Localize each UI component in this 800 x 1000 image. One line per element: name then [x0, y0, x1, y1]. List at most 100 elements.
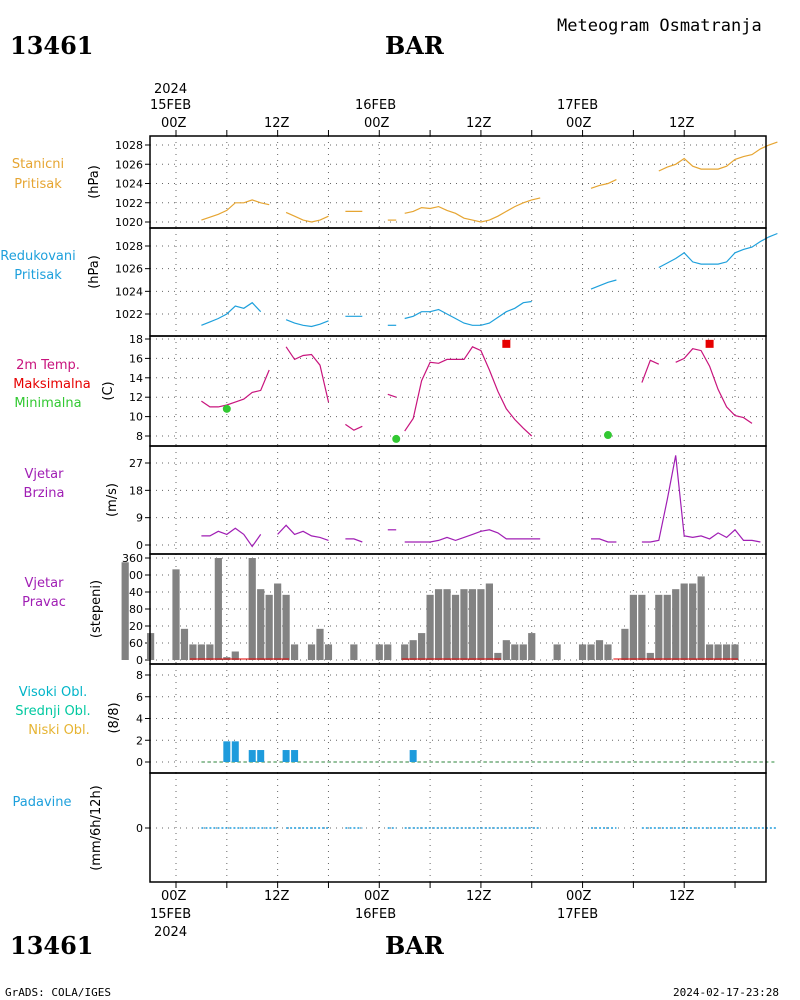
temp-max-marker — [705, 339, 714, 348]
vjetar-pravac-bar — [180, 628, 189, 660]
temperatura-line — [641, 359, 660, 383]
temp-label-1: 2m Temp. — [16, 358, 80, 373]
vjetar-pravac-bar — [248, 558, 256, 660]
redukovani-pritisak-line — [658, 232, 778, 269]
bottom-hour-2: 12Z — [264, 889, 290, 904]
temp-label-3: Minimalna — [14, 396, 81, 411]
vjetar-pravac-bar — [189, 644, 197, 660]
vjetar-pravac-bar — [672, 589, 680, 660]
oblaci-ytick-label: 4 — [136, 713, 143, 726]
oblaci-bar — [231, 741, 239, 762]
vjetar-pravac-bar — [689, 583, 697, 660]
vjetar-pravac-bar — [460, 589, 468, 660]
pravac-label-1: Vjetar — [25, 576, 65, 591]
oblaci-label-1: Visoki Obl. — [19, 685, 87, 700]
pravac-label-2: Pravac — [22, 595, 66, 610]
oblaci-bar — [282, 750, 290, 762]
vjetar-pravac-bar — [206, 644, 214, 660]
vjetar-pravac-bar — [621, 628, 629, 660]
brzina-label-2: Brzina — [24, 486, 65, 501]
redukovani-pritisak-line — [201, 301, 262, 326]
temp-label-2: Maksimalna — [13, 377, 91, 392]
stanicni-pritisak-line — [201, 199, 270, 221]
temp-max-marker — [502, 339, 511, 348]
stanicni-ytick-label: 1022 — [115, 197, 143, 210]
chart-title: Meteogram Osmatranja — [557, 16, 762, 36]
stanicni-pritisak-line — [404, 197, 541, 223]
top-hour-3: 00Z — [364, 116, 390, 131]
stanicni-unit: (hPa) — [87, 165, 102, 199]
padavine-label-1: Padavine — [13, 795, 72, 810]
oblaci-bar — [223, 741, 231, 762]
vjetar-pravac-bar — [587, 644, 595, 660]
vjetar-pravac-bar — [511, 644, 519, 660]
oblaci-ytick-label: 6 — [136, 691, 143, 704]
bottom-year: 2024 — [154, 925, 187, 940]
brzina-ytick-label: 27 — [129, 457, 143, 470]
vjetar-pravac-bar — [214, 558, 222, 660]
vjetar-pravac-bar — [706, 644, 714, 660]
station-id-top: 13461 — [10, 31, 94, 60]
temp-ytick-label: 12 — [129, 391, 143, 404]
vjetar-brzina-line — [277, 524, 329, 541]
vjetar-pravac-bar — [629, 594, 637, 660]
vjetar-pravac-bar — [595, 640, 604, 660]
vjetar-pravac-bar — [722, 644, 731, 660]
stanicni-label-1: Stanicni — [12, 157, 64, 172]
temp-min-marker — [392, 434, 401, 443]
redukovani-pritisak-line — [590, 279, 617, 290]
temperatura-line — [404, 346, 533, 437]
vjetar-pravac-bar — [257, 589, 265, 660]
vjetar-pravac-bar — [316, 628, 324, 660]
brzina-ytick-label: 0 — [136, 539, 143, 552]
station-id-bottom: 13461 — [10, 931, 94, 960]
vjetar-pravac-bar — [274, 583, 282, 660]
oblaci-bar — [409, 750, 417, 762]
oblaci-ytick-label: 2 — [136, 734, 143, 747]
stanicni-pritisak-line — [658, 141, 778, 172]
top-day-3: 17FEB — [557, 98, 598, 113]
pravac-ytick-label: 360 — [122, 552, 143, 565]
vjetar-brzina-line — [201, 527, 262, 548]
vjetar-pravac-bar — [324, 644, 333, 660]
top-day-2: 16FEB — [355, 98, 396, 113]
stanicni-label-2: Pritisak — [14, 177, 62, 192]
oblaci-label-2: Srednji Obl. — [15, 704, 90, 719]
vjetar-pravac-bar — [494, 652, 502, 660]
vjetar-pravac-bar — [401, 644, 409, 660]
vjetar-pravac-bar — [375, 644, 383, 660]
bottom-hour-4: 12Z — [466, 889, 492, 904]
temperatura-line — [675, 348, 753, 424]
redukovani-ytick-label: 1026 — [115, 263, 143, 276]
vjetar-pravac-bar — [121, 562, 129, 660]
bottom-day-3: 17FEB — [557, 907, 598, 922]
oblaci-ytick-label: 0 — [136, 756, 143, 769]
chart-plot-area: 1020 1022 1024 1026 1028 1022 1024 1026 1028 8 10 1… — [115, 130, 778, 888]
brzina-ytick-label: 9 — [136, 512, 143, 525]
padavine-ytick-label: 0 — [136, 822, 143, 835]
vjetar-pravac-bar — [604, 644, 612, 660]
stanicni-ytick-label: 1026 — [115, 158, 143, 171]
bottom-day-2: 16FEB — [355, 907, 396, 922]
vjetar-pravac-bar — [172, 569, 180, 660]
vjetar-pravac-bar — [426, 594, 434, 660]
bottom-hour-1: 00Z — [161, 889, 187, 904]
temp-ytick-label: 18 — [129, 333, 143, 346]
bottom-day-1: 15FEB — [150, 907, 191, 922]
top-hour-5: 00Z — [566, 116, 592, 131]
vjetar-pravac-bar — [485, 583, 493, 660]
brzina-ytick-label: 18 — [129, 484, 143, 497]
vjetar-pravac-bar — [350, 644, 358, 660]
bottom-hour-6: 12Z — [669, 889, 695, 904]
top-hour-2: 12Z — [264, 116, 290, 131]
location-top: BAR — [385, 31, 445, 60]
bottom-hour-3: 00Z — [364, 889, 390, 904]
padavine-panel-frame — [149, 772, 767, 883]
top-hour-6: 12Z — [669, 116, 695, 131]
vjetar-pravac-bar — [290, 644, 299, 660]
top-day-1: 15FEB — [150, 98, 191, 113]
timestamp: 2024-02-17-23:28 — [673, 986, 779, 999]
vjetar-pravac-bar — [282, 594, 290, 660]
stanicni-pritisak-line — [590, 179, 617, 189]
